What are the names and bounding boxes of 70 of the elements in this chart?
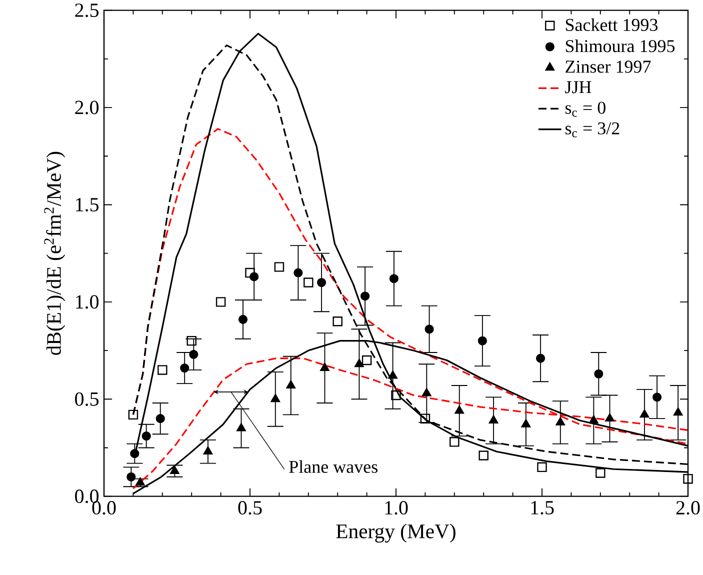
point [245, 268, 255, 278]
point [683, 474, 693, 484]
point [488, 414, 498, 424]
point [596, 468, 606, 478]
point [478, 336, 487, 346]
legend-label: JJH [565, 81, 592, 94]
point [360, 292, 370, 301]
point [294, 268, 303, 278]
y-tick-label: 1.5 [76, 198, 99, 212]
x-tick-label: 1.0 [385, 501, 408, 515]
point [478, 450, 488, 460]
point [236, 422, 246, 432]
point [189, 350, 198, 359]
y-tick-label: 2.0 [75, 100, 99, 114]
y-tick-label: 0.5 [75, 392, 99, 406]
point [424, 324, 434, 334]
point [216, 297, 226, 307]
annotation: Plane waves [289, 460, 378, 473]
point [126, 472, 136, 482]
point [170, 465, 180, 474]
legend-label: Sackett 1993 [566, 18, 658, 32]
point [186, 336, 196, 346]
point [450, 437, 460, 447]
point [556, 416, 566, 426]
point [286, 380, 296, 388]
point [362, 355, 372, 366]
point [354, 358, 364, 368]
y-tick-label: 1.0 [76, 295, 99, 309]
point [320, 362, 330, 371]
legend-label: Zinser 1997 [566, 60, 651, 73]
y-tick-label: 2.5 [75, 4, 99, 18]
point [130, 449, 140, 458]
x-tick-label: 2.0 [676, 501, 700, 515]
point [391, 390, 401, 400]
point [142, 432, 151, 441]
point [536, 354, 546, 363]
y-tick-label: 0.0 [75, 490, 99, 504]
x-tick-label: 0.0 [92, 501, 116, 515]
point [304, 278, 314, 288]
point [640, 409, 650, 418]
point [422, 388, 432, 396]
point [604, 412, 615, 422]
x-tick-label: 1.5 [531, 501, 554, 515]
point [594, 369, 604, 378]
point [270, 394, 280, 402]
point [673, 407, 683, 416]
point [135, 477, 146, 486]
point [389, 274, 398, 284]
x-axis-title: Energy (MeV) [336, 524, 456, 543]
point [332, 316, 342, 326]
point [388, 370, 398, 379]
point [454, 405, 464, 414]
legend-label: s$_{c}$ = 3/2 [565, 122, 620, 138]
point [238, 314, 248, 324]
point [156, 414, 165, 424]
legend-label: s$_{c}$ = 0 [565, 102, 606, 117]
point [250, 272, 259, 282]
point [128, 410, 138, 420]
point [203, 446, 213, 455]
point [521, 418, 531, 428]
point [317, 278, 326, 288]
point [158, 365, 168, 375]
point [652, 392, 662, 402]
y-axis-title: dB(E1)/dE (e$^{2}$fm$^{2}$/MeV) [44, 152, 66, 355]
point [274, 262, 284, 272]
point [537, 462, 547, 472]
point [180, 363, 190, 373]
legend-label: Shimoura 1995 [566, 40, 675, 52]
point [588, 414, 599, 424]
x-tick-label: 0.5 [238, 501, 262, 515]
